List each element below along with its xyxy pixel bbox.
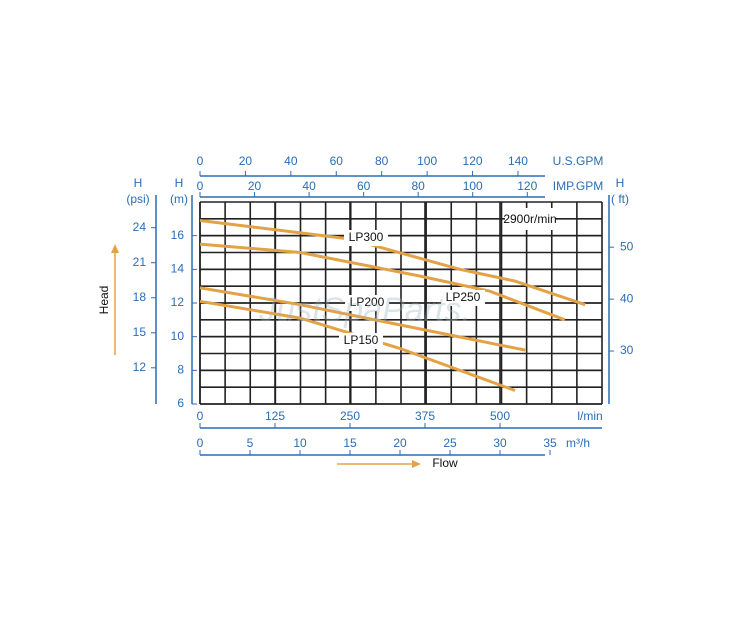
secondary-x-tick-label: 80 [412, 179, 426, 193]
rpm-label: 2900r/min [503, 212, 556, 226]
flow-arrow-head [412, 460, 421, 468]
secondary-x-tick-label: 120 [463, 154, 483, 168]
y-tick-label: 10 [171, 329, 185, 343]
secondary-x-tick-label: 5 [247, 436, 254, 450]
secondary-y-tick-label: 50 [620, 239, 634, 253]
secondary-y-tick-label: 21 [133, 255, 147, 269]
watermark: JustSpaParts. [258, 291, 471, 329]
y-tick-label: 12 [171, 295, 185, 309]
y-unit: (m) [170, 192, 188, 206]
y-tick-label: 8 [177, 363, 184, 377]
secondary-x-unit: m³/h [566, 436, 590, 450]
secondary-x-tick-label: 0 [197, 179, 204, 193]
secondary-x-tick-label: 15 [343, 436, 357, 450]
secondary-y-tick-label: 18 [133, 290, 147, 304]
x-unit: l/min [577, 409, 602, 423]
secondary-x-tick-label: 20 [248, 179, 262, 193]
secondary-y-tick-label: 40 [620, 291, 634, 305]
y-tick-label: 16 [171, 228, 185, 242]
secondary-y-tick-label: 15 [133, 325, 147, 339]
curve-label: LP250 [446, 290, 481, 304]
curve-label: LP150 [344, 333, 379, 347]
secondary-x-tick-label: 60 [357, 179, 371, 193]
secondary-x-tick-label: 20 [393, 436, 407, 450]
secondary-x-unit: U.S.GPM [553, 154, 604, 168]
secondary-y-tick-label: 12 [133, 360, 147, 374]
curve-label-bg [344, 230, 388, 246]
secondary-y-unit: H [616, 176, 625, 190]
y-axis-title: Head [97, 286, 111, 315]
secondary-x-tick-label: 80 [375, 154, 389, 168]
x-axis-title: Flow [432, 456, 458, 470]
x-tick-label: 250 [340, 409, 360, 423]
secondary-y-unit: (psi) [126, 192, 149, 206]
secondary-y-unit: ( ft) [611, 192, 629, 206]
secondary-x-tick-label: 30 [493, 436, 507, 450]
x-tick-label: 500 [490, 409, 510, 423]
secondary-x-tick-label: 100 [463, 179, 483, 193]
secondary-x-tick-label: 40 [302, 179, 316, 193]
secondary-y-tick-label: 30 [620, 343, 634, 357]
secondary-x-tick-label: 35 [543, 436, 557, 450]
secondary-x-tick-label: 140 [508, 154, 528, 168]
secondary-y-unit: H [134, 176, 143, 190]
head-arrow-head [111, 244, 119, 253]
curve [199, 219, 586, 307]
x-tick-label: 375 [415, 409, 435, 423]
curve-label-bg [345, 295, 389, 311]
secondary-x-tick-label: 20 [239, 154, 253, 168]
secondary-x-tick-label: 120 [517, 179, 537, 193]
y-tick-label: 6 [177, 396, 184, 410]
curve [199, 242, 566, 322]
secondary-x-tick-label: 10 [293, 436, 307, 450]
secondary-x-tick-label: 60 [330, 154, 344, 168]
x-tick-label: 0 [197, 409, 204, 423]
secondary-x-tick-label: 40 [284, 154, 298, 168]
secondary-x-tick-label: 0 [197, 154, 204, 168]
secondary-x-tick-label: 25 [443, 436, 457, 450]
secondary-x-tick-label: 0 [197, 436, 204, 450]
y-tick-label: 14 [171, 262, 185, 276]
secondary-x-tick-label: 100 [417, 154, 437, 168]
secondary-y-tick-label: 24 [133, 220, 147, 234]
curve-label: LP200 [350, 295, 385, 309]
x-tick-label: 125 [265, 409, 285, 423]
y-unit: H [175, 176, 184, 190]
curve-label-bg [441, 290, 485, 306]
rpm-box [505, 208, 555, 230]
curve-label: LP300 [349, 230, 384, 244]
curve [199, 286, 526, 352]
curve-label-bg [339, 333, 383, 349]
secondary-x-unit: IMP.GPM [553, 179, 603, 193]
